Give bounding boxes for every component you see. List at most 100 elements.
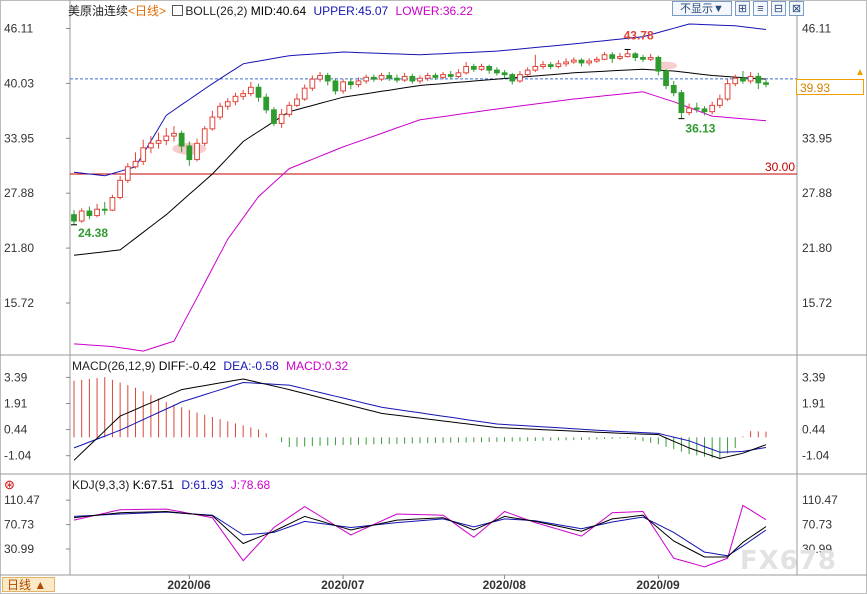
period-link[interactable]: <日线> <box>128 4 167 18</box>
candle-down <box>263 96 270 111</box>
kdj-tick-right-0: 110.47 <box>802 493 838 507</box>
candle-down <box>486 65 493 71</box>
kdj-k-line <box>73 510 767 558</box>
hide-indicator-dropdown[interactable]: 不显示▼ <box>672 1 732 16</box>
annotation-label-2: 24.38 <box>78 226 108 240</box>
candle-up <box>240 93 247 97</box>
candle-down <box>186 145 193 161</box>
candle-up <box>209 116 216 130</box>
candle-up <box>555 63 562 67</box>
candle-up <box>217 105 223 118</box>
candle-down <box>655 56 662 72</box>
candle-up <box>401 75 408 81</box>
candle-down <box>547 64 554 67</box>
collapse-icon[interactable]: ⊟ <box>771 1 786 16</box>
list-icon[interactable]: ≡ <box>753 1 768 16</box>
candle-up <box>148 142 154 149</box>
candle-up <box>716 98 723 106</box>
candle-down <box>409 75 416 82</box>
candle-up <box>194 142 200 161</box>
kdj-tick-right-2: 30.99 <box>802 542 832 556</box>
price-tick-left-2: 33.95 <box>4 131 34 145</box>
layout-grid-icon[interactable]: ⊞ <box>735 1 750 16</box>
boll-lower-line <box>73 91 767 352</box>
instrument-name: 美原油连续 <box>68 4 129 18</box>
candle-up <box>247 86 254 95</box>
candle-up <box>378 75 385 80</box>
candle-down <box>271 109 277 124</box>
candle-down <box>86 210 93 217</box>
candle-down <box>701 108 708 113</box>
candle-down <box>763 82 769 85</box>
candle-up <box>532 65 539 71</box>
candle-up <box>78 210 85 222</box>
candle-up <box>424 75 431 79</box>
macd-tick-right-2: 0.44 <box>802 423 826 437</box>
kdj-tick-left-0: 110.47 <box>4 493 40 507</box>
macd-tick-left-0: 3.39 <box>4 370 28 384</box>
candle-down <box>101 208 108 211</box>
candle-up <box>117 179 124 199</box>
candle-down <box>578 59 585 64</box>
candle-up <box>317 75 323 80</box>
candle-up <box>732 77 739 85</box>
candle-down <box>470 65 477 70</box>
kdj-k: K:67.51 <box>132 478 175 492</box>
candle-down <box>347 81 354 86</box>
x-tick-label-0: 2020/06 <box>167 578 211 592</box>
price-tick-right-2: 33.95 <box>802 131 832 145</box>
candle-down <box>324 75 331 82</box>
candle-up <box>524 69 531 76</box>
candle-up <box>278 113 285 124</box>
candle-up <box>155 140 162 144</box>
candle-down <box>509 74 516 82</box>
macd-dea-line <box>73 381 767 453</box>
boll-lower: LOWER:36.22 <box>395 4 473 18</box>
candle-up <box>624 53 631 58</box>
candle-up <box>163 135 170 142</box>
price-tick-right-0: 46.11 <box>802 21 831 35</box>
boll-upper-line <box>73 23 767 177</box>
candle-up <box>586 60 593 64</box>
candle-down <box>670 84 677 94</box>
candle-down <box>178 132 185 147</box>
macd-value: MACD:0.32 <box>286 359 349 373</box>
candle-up <box>309 78 316 89</box>
kdj-header: KDJ(9,3,3) K:67.51 D:61.93 J:78.68 <box>72 478 270 492</box>
candle-down <box>755 75 762 84</box>
candle-up <box>224 101 231 107</box>
candle-up <box>593 58 600 62</box>
candle-up <box>724 83 731 100</box>
chart-header: 美原油连续<日线> BOLL(26,2) MID:40.64 UPPER:45.… <box>68 2 473 19</box>
kdj-settings-icon[interactable]: ⊛ <box>4 477 15 492</box>
macd-diff: DIFF:-0.42 <box>158 359 217 373</box>
macd-tick-right-3: -1.04 <box>802 449 830 463</box>
candle-up <box>109 197 116 211</box>
close-icon[interactable]: ⊠ <box>789 1 804 16</box>
price-tick-right-4: 21.80 <box>802 241 832 255</box>
candle-down <box>609 54 616 59</box>
candle-up <box>540 64 546 67</box>
candle-up <box>94 208 100 217</box>
candle-up <box>294 98 300 106</box>
macd-tick-left-3: -1.04 <box>4 449 32 463</box>
price-tick-right-3: 27.88 <box>802 186 832 200</box>
candle-up <box>478 65 485 70</box>
price-tick-left-0: 46.11 <box>4 21 33 35</box>
period-mode-button[interactable]: 日线 ▲ <box>2 577 55 592</box>
candle-up <box>517 74 523 82</box>
candle-up <box>601 54 608 60</box>
candle-up <box>363 76 370 82</box>
candle-down <box>494 69 500 74</box>
boll-toggle-icon[interactable] <box>172 5 184 16</box>
candle-down <box>255 86 262 98</box>
candle-down <box>663 70 669 86</box>
macd-diff-line <box>73 378 767 461</box>
reference-line-label: 30.00 <box>765 160 795 174</box>
price-tick-left-1: 40.03 <box>4 76 34 90</box>
candle-up <box>570 59 577 63</box>
annotation-label-0: 43.78 <box>624 29 654 43</box>
candle-up <box>617 56 623 59</box>
macd-tick-left-2: 0.44 <box>4 423 28 437</box>
macd-tick-right-1: 1.91 <box>802 397 826 411</box>
